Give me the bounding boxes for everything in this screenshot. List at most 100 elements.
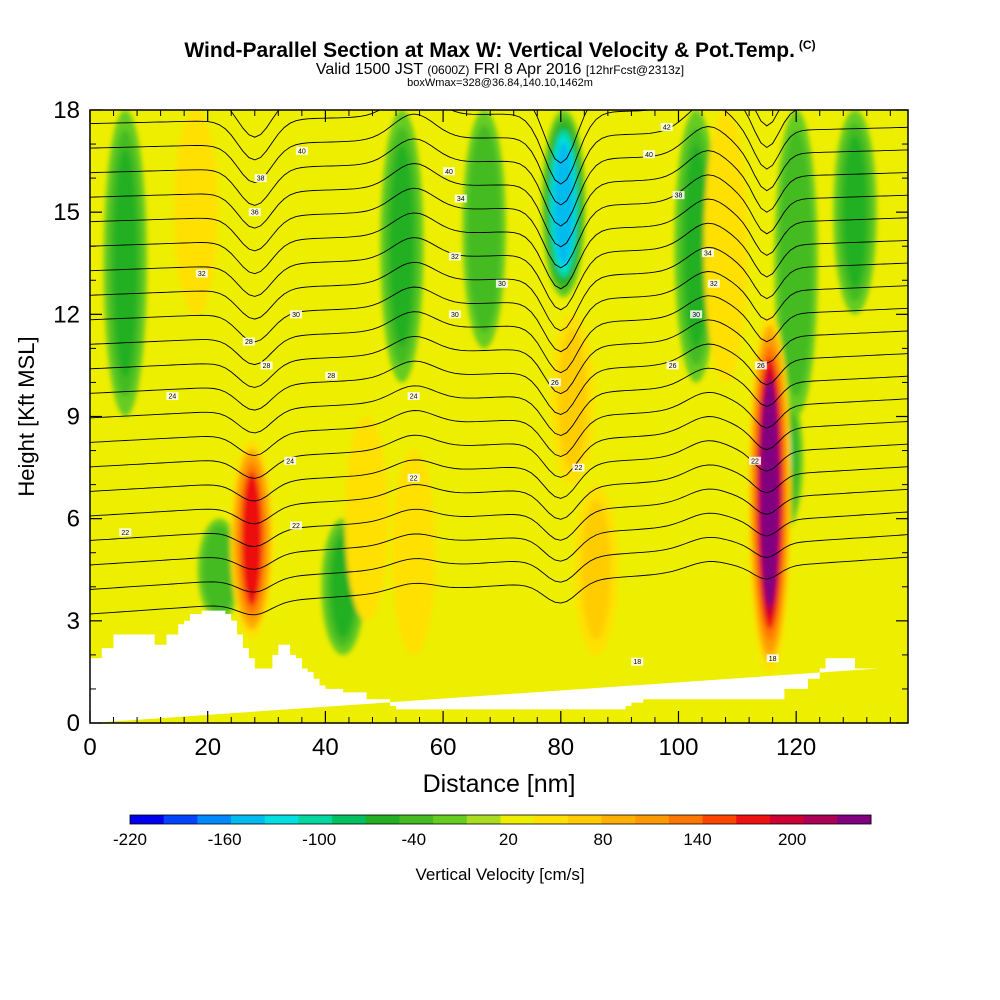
- updraft-column-1-level-6: [760, 378, 779, 608]
- terrain: [90, 610, 879, 723]
- theta-label-3: 24: [284, 456, 297, 465]
- theta-label-31: 18: [766, 654, 779, 663]
- x-tick-label-1: 20: [194, 734, 221, 761]
- theta-label-bg-22: [666, 361, 679, 370]
- theta-label-29: 22: [748, 456, 761, 465]
- updraft-column-0-level-4: [241, 472, 262, 606]
- theta-label-text-27: 40: [645, 152, 653, 159]
- y-tick-label-5: 15: [53, 199, 80, 226]
- theta-label-9: 36: [248, 208, 261, 217]
- theta-label-bg-12: [407, 392, 420, 401]
- theta-label-text-30: 26: [757, 363, 765, 370]
- colorbar-segment-20: [803, 815, 838, 824]
- box-wmax-line: boxWmax=328@36.84,140.10,1462m: [407, 77, 593, 89]
- theta-label-20: 22: [572, 463, 585, 472]
- theta-label-23: 30: [690, 310, 703, 319]
- theta-contour-5: [90, 440, 908, 502]
- theta-label-text-12: 24: [410, 394, 418, 401]
- colorbar-tick-label-0: -220: [113, 830, 147, 849]
- theta-label-bg-8: [289, 310, 302, 319]
- theta-label-text-28: 42: [663, 125, 671, 132]
- colorbar-segment-1: [163, 815, 198, 824]
- downdraft-column-2-level-2: [113, 149, 138, 378]
- theta-label-text-2: 28: [263, 363, 271, 370]
- theta-label-bg-6: [195, 269, 208, 278]
- colorbar-segment-15: [635, 815, 670, 824]
- updraft-column-7-level-0: [344, 416, 389, 621]
- theta-contour-17: [90, 150, 908, 248]
- colorbar-segment-3: [231, 815, 266, 824]
- colorbar-segment-9: [433, 815, 468, 824]
- theta-label-8: 30: [289, 310, 302, 319]
- colorbar-tick-label-5: 80: [594, 830, 613, 849]
- theta-label-17: 40: [442, 167, 455, 176]
- theta-label-bg-14: [448, 310, 461, 319]
- colorbar-segment-18: [736, 815, 771, 824]
- theta-label-bg-19: [548, 378, 561, 387]
- theta-label-text-0: 22: [121, 530, 129, 537]
- contour-label-group: 22 24 28 24 22 28 32 28 30 36 38 40 24 22 30 32 34 40 30 26…: [119, 123, 779, 666]
- theta-label-text-10: 38: [257, 176, 265, 183]
- theta-label-text-21: 18: [633, 659, 641, 666]
- theta-label-text-19: 26: [551, 380, 559, 387]
- theta-label-13: 22: [407, 473, 420, 482]
- y-tick-label-6: 18: [53, 97, 80, 124]
- colorbar-tick-label-1: -160: [208, 830, 242, 849]
- theta-label-7: 28: [242, 337, 255, 346]
- theta-contour-7: [90, 391, 908, 457]
- y-tick-label-3: 9: [67, 404, 80, 431]
- theta-label-24: 32: [707, 279, 720, 288]
- theta-label-4: 22: [289, 521, 302, 530]
- theta-contours: [90, 110, 908, 616]
- theta-label-text-23: 30: [692, 312, 700, 319]
- colorbar-segment-6: [332, 815, 367, 824]
- theta-contour-3: [90, 488, 908, 548]
- y-tick-label-0: 0: [67, 710, 80, 737]
- theta-label-bg-3: [284, 456, 297, 465]
- colorbar-segment-21: [837, 815, 872, 824]
- title-tag: (C): [798, 38, 816, 52]
- updraft-column-2-level-1: [558, 329, 587, 470]
- x-tick-label-2: 40: [312, 734, 339, 761]
- theta-label-text-7: 28: [245, 339, 253, 346]
- y-tick-label-1: 3: [67, 608, 80, 635]
- theta-label-bg-29: [748, 456, 761, 465]
- x-tick-label-0: 0: [83, 734, 96, 761]
- theta-contour-14: [90, 222, 908, 311]
- theta-label-30: 26: [754, 361, 767, 370]
- theta-label-text-8: 30: [292, 312, 300, 319]
- colorbar-segment-4: [264, 815, 299, 824]
- theta-label-bg-21: [631, 657, 644, 666]
- theta-label-22: 26: [666, 361, 679, 370]
- theta-label-bg-30: [754, 361, 767, 370]
- y-tick-label-2: 6: [67, 506, 80, 533]
- theta-label-bg-23: [690, 310, 703, 319]
- theta-label-1: 24: [166, 392, 179, 401]
- downdraft-column-9-level-2: [207, 531, 232, 608]
- colorbar-segment-14: [601, 815, 636, 824]
- theta-label-11: 40: [295, 146, 308, 155]
- theta-contour-6: [90, 416, 908, 479]
- theta-label-text-29: 22: [751, 458, 759, 465]
- colorbar-segment-19: [769, 815, 805, 824]
- theta-label-text-14: 30: [451, 312, 459, 319]
- x-tick-label-4: 80: [547, 734, 574, 761]
- colorbar-segment-10: [466, 815, 501, 824]
- theta-contour-18: [90, 126, 908, 227]
- colorbar-segment-17: [702, 815, 737, 824]
- y-tick-label-4: 12: [53, 301, 80, 328]
- colorbar-tick-label-4: 20: [499, 830, 518, 849]
- theta-contour-4: [90, 464, 908, 525]
- x-tick-label-5: 100: [658, 734, 698, 761]
- colorbar-segment-0: [130, 815, 165, 824]
- theta-label-26: 38: [672, 191, 685, 200]
- theta-label-text-17: 40: [445, 169, 453, 176]
- theta-contour-16: [90, 174, 908, 269]
- theta-label-text-22: 26: [669, 363, 677, 370]
- theta-label-text-18: 30: [498, 281, 506, 288]
- theta-label-bg-1: [166, 392, 179, 401]
- theta-label-25: 34: [701, 249, 714, 258]
- x-tick-label-6: 120: [776, 734, 816, 761]
